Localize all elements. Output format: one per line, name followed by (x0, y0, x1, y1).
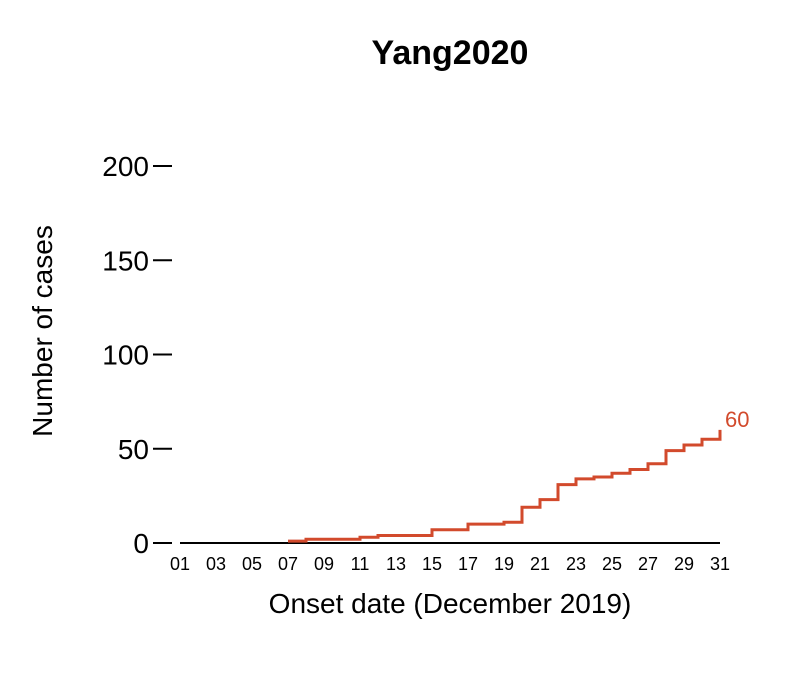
y-tick-label-3: 150 (102, 245, 149, 276)
plot-area: 60 (288, 407, 749, 543)
x-tick-label-0: 01 (170, 554, 190, 574)
x-tick-label-4: 09 (314, 554, 334, 574)
x-tick-label-15: 31 (710, 554, 730, 574)
series-line-0 (288, 429, 722, 543)
x-tick-label-7: 15 (422, 554, 442, 574)
x-tick-label-6: 13 (386, 554, 406, 574)
y-tick-label-1: 50 (118, 434, 149, 465)
x-tick-label-3: 07 (278, 554, 298, 574)
series-end-label-0: 60 (725, 407, 749, 432)
x-tick-label-14: 29 (674, 554, 694, 574)
x-tick-label-12: 25 (602, 554, 622, 574)
y-axis-label: Number of cases (27, 225, 58, 437)
x-tick-label-13: 27 (638, 554, 658, 574)
x-tick-label-11: 23 (566, 554, 586, 574)
chart-title: Yang2020 (372, 34, 529, 72)
x-axis: 01 03 05 07 09 11 13 15 17 19 21 23 25 27 29 31 (170, 542, 730, 574)
x-tick-label-5: 11 (351, 554, 370, 574)
x-tick-label-10: 21 (530, 554, 550, 574)
y-tick-label-2: 100 (102, 340, 149, 371)
y-tick-label-4: 200 (102, 151, 149, 182)
x-tick-label-8: 17 (458, 554, 478, 574)
x-tick-label-2: 05 (242, 554, 262, 574)
y-axis: 0 50 100 150 200 (102, 151, 172, 559)
x-tick-label-9: 19 (494, 554, 514, 574)
x-axis-label: Onset date (December 2019) (269, 588, 632, 619)
x-tick-label-1: 03 (206, 554, 226, 574)
y-tick-label-0: 0 (133, 528, 149, 559)
